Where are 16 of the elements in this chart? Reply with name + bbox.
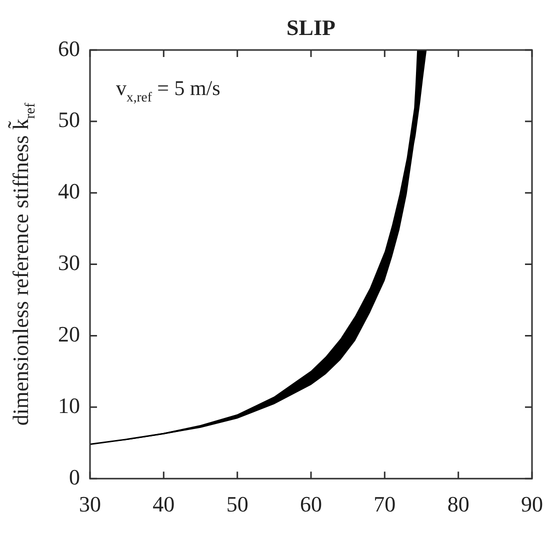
x-tick-label: 70: [374, 492, 396, 517]
x-tick-label: 50: [226, 492, 248, 517]
y-tick-label: 10: [58, 392, 80, 418]
x-tick-label: 30: [79, 492, 101, 517]
x-tick-label: 60: [300, 492, 322, 517]
y-axis-title: dimensionless reference stiffness k̃ref: [8, 102, 39, 426]
y-tick-label: 20: [58, 322, 80, 347]
y-tick-label: 40: [58, 178, 80, 204]
x-tick-label: 90: [521, 492, 543, 517]
y-tick-label: 50: [58, 107, 80, 132]
x-tick-label: 40: [152, 492, 175, 517]
chart-title: SLIP: [286, 15, 336, 40]
y-tick-label: 0: [69, 464, 80, 490]
x-tick-label: 80: [447, 492, 470, 517]
y-tick-label: 30: [58, 250, 80, 276]
y-tick-label: 60: [58, 36, 80, 61]
